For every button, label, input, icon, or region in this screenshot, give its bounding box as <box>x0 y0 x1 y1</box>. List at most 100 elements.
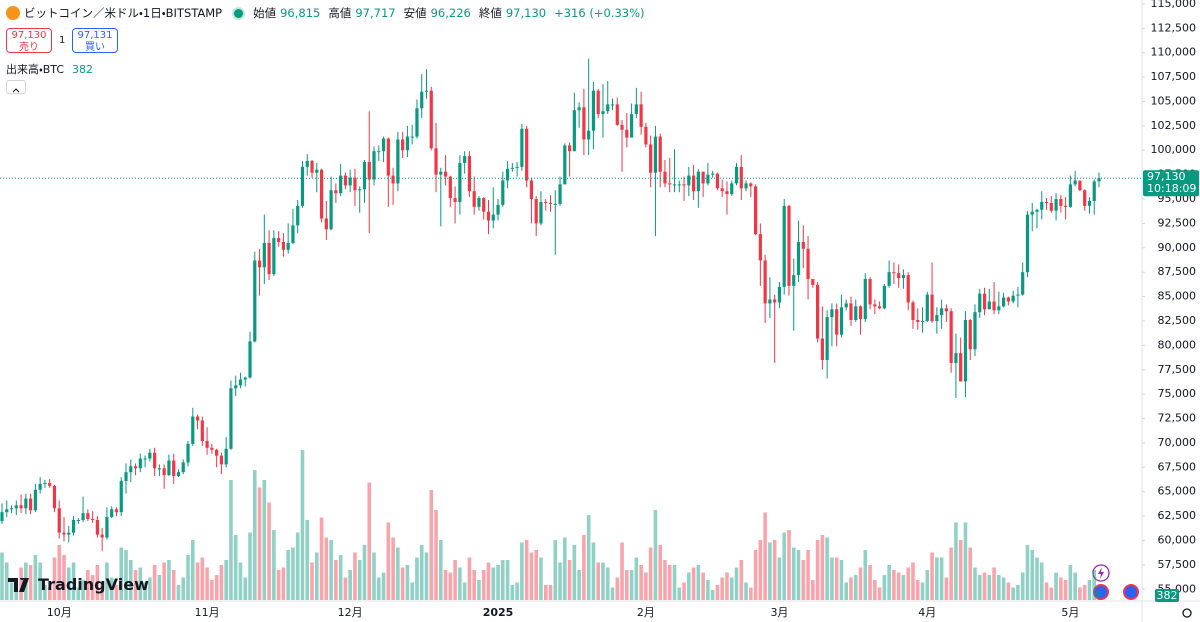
candle-body <box>505 168 510 181</box>
candle-body <box>515 166 519 168</box>
volume-bar <box>233 535 238 600</box>
volume-bar <box>1044 582 1049 600</box>
candle-body <box>835 309 839 335</box>
candle-body <box>1073 180 1077 185</box>
candle-body <box>296 205 300 226</box>
volume-bar <box>9 582 14 600</box>
candle-body <box>567 145 572 152</box>
volume-bar <box>57 545 62 600</box>
candle-body <box>434 148 438 175</box>
volume-bar <box>343 577 348 600</box>
candle-body <box>133 466 138 469</box>
volume-bar <box>162 562 166 600</box>
candle-body <box>1002 297 1006 307</box>
volume-bar <box>176 585 181 600</box>
candle-body <box>548 202 553 204</box>
candle-body <box>610 104 615 106</box>
candle-body <box>329 190 333 230</box>
volume-bar <box>128 560 133 600</box>
volume-bar <box>935 557 939 600</box>
volume-bar <box>76 587 81 600</box>
sell-button[interactable]: 97,130 売り <box>6 28 52 53</box>
candle-body <box>415 108 419 137</box>
volume-bar <box>577 570 581 600</box>
buy-button[interactable]: 97,131 買い <box>72 28 118 53</box>
volume-bar <box>1030 550 1035 600</box>
volume-bar <box>415 557 419 600</box>
volume-bar <box>944 577 949 600</box>
volume-bar <box>329 540 333 600</box>
candle-body <box>1016 294 1020 296</box>
volume-bar <box>849 577 853 600</box>
volume-bar <box>38 562 42 600</box>
volume-bar <box>801 560 806 600</box>
chevron <box>12 88 20 93</box>
candle-body <box>653 136 658 173</box>
candle-body <box>687 175 691 186</box>
volume-bar <box>1078 587 1082 600</box>
candle-body <box>534 199 538 224</box>
volume-bar <box>267 502 271 600</box>
candle-body <box>1064 205 1068 207</box>
volume-bar <box>1092 570 1097 600</box>
candle-body <box>81 513 85 520</box>
volume-bar <box>963 522 968 600</box>
volume-bar <box>138 567 143 600</box>
candle-body <box>701 171 705 184</box>
candle-body <box>801 241 805 249</box>
candle-body <box>973 312 977 350</box>
price-tag-countdown: 10:18:09 <box>1147 182 1196 195</box>
volume-bar <box>1039 562 1044 600</box>
volume-bar <box>491 567 496 600</box>
candle-body <box>391 175 395 184</box>
x-tick-label: 2025 <box>483 606 514 619</box>
volume-bar <box>1011 587 1015 600</box>
volume-bar <box>868 565 872 600</box>
volume-bar <box>391 537 395 600</box>
volume-bar <box>548 585 553 600</box>
collapse-button[interactable] <box>6 80 26 94</box>
volume-bar <box>28 565 33 600</box>
x-tick-label: 5月 <box>1061 606 1079 619</box>
volume-bar <box>515 582 519 600</box>
volume-bar <box>882 575 887 600</box>
volume-bar <box>157 575 162 600</box>
volume-bar <box>920 582 925 600</box>
volume-bar <box>768 542 772 600</box>
y-tick-label: 72,500 <box>1158 412 1197 425</box>
y-tick-label: 70,000 <box>1158 436 1197 449</box>
candle-body <box>381 138 386 152</box>
volume-bar <box>1035 557 1039 600</box>
candle-body <box>129 466 133 473</box>
candle-body <box>114 509 119 513</box>
us-event-icon[interactable] <box>1123 584 1139 600</box>
candle-body <box>911 302 915 320</box>
candle-body <box>529 180 534 200</box>
candle-body <box>76 520 80 521</box>
candle-body <box>663 171 667 184</box>
volume-bar <box>386 522 391 600</box>
x-tick-label: 3月 <box>770 606 788 619</box>
candle-body <box>253 260 257 342</box>
volume-bar <box>653 510 658 600</box>
volume-bar <box>811 580 815 600</box>
volume-bar <box>348 570 352 600</box>
candle-body <box>343 175 348 186</box>
candle-body <box>200 420 204 441</box>
candle-body <box>124 472 128 481</box>
volume-bar <box>248 532 252 600</box>
volume-bar <box>295 532 300 600</box>
settings-icon[interactable] <box>1182 608 1192 618</box>
candle-body <box>572 110 576 152</box>
symbol[interactable]: ビットコイン／米ドル・1日・BITSTAMP <box>24 6 223 20</box>
candle-body <box>238 379 243 386</box>
candle-body <box>978 293 982 313</box>
volume-bar <box>453 560 457 600</box>
candle-body <box>463 156 467 163</box>
us-event-icon[interactable] <box>1093 584 1109 600</box>
candle-body <box>539 201 543 224</box>
candle-body <box>892 272 896 274</box>
candle-body <box>14 505 18 509</box>
volume-bar <box>658 545 662 600</box>
volume-bar <box>863 550 868 600</box>
